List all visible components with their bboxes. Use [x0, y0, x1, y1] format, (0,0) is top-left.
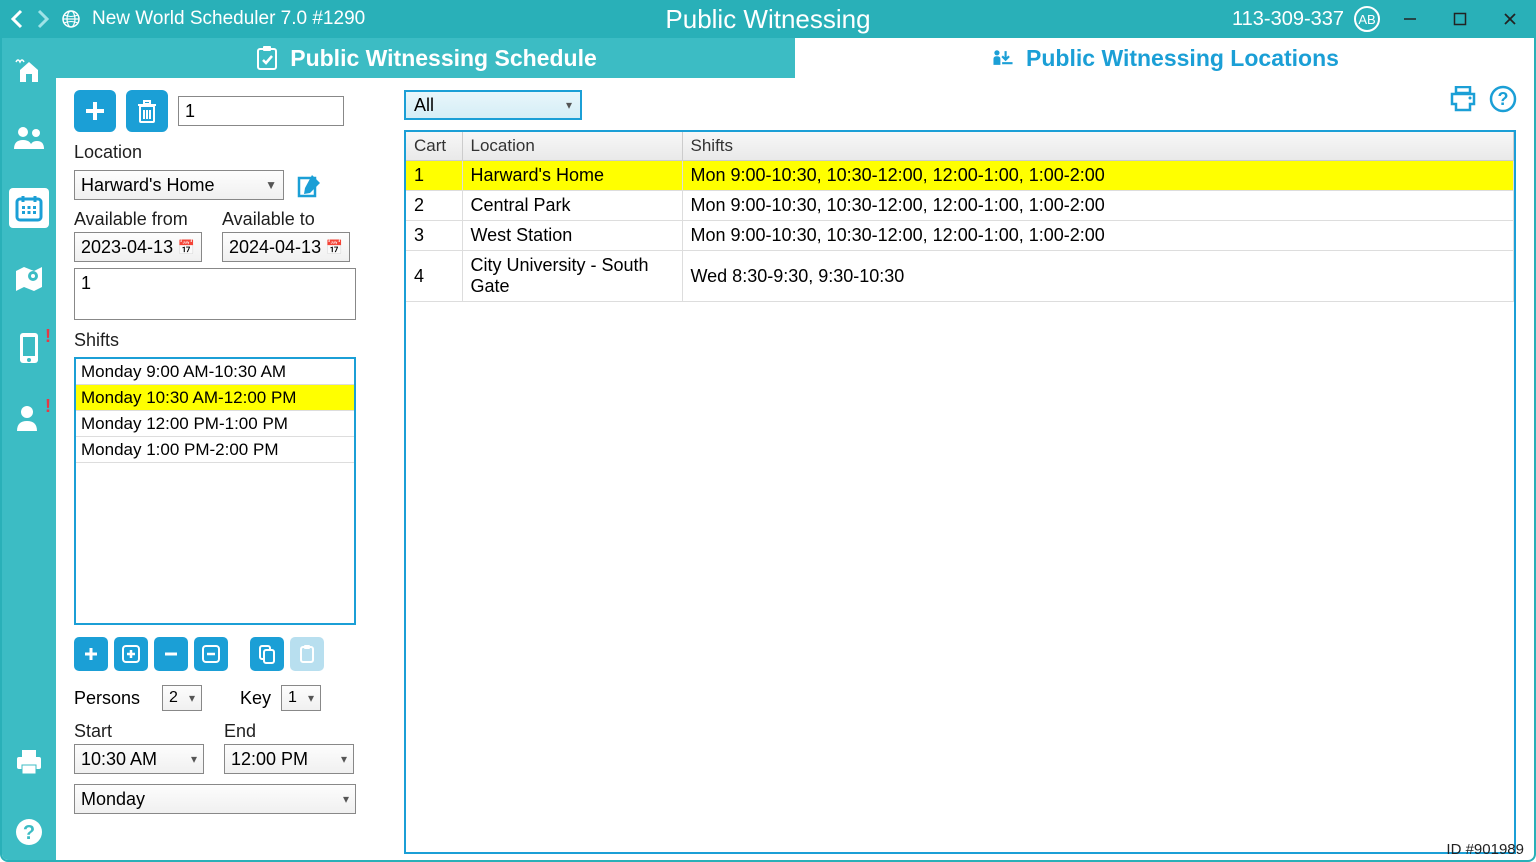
table-row[interactable]: 1Harward's HomeMon 9:00-10:30, 10:30-12:…: [406, 161, 1514, 191]
available-from-input[interactable]: 2023-04-13 📅: [74, 232, 202, 262]
shift-item[interactable]: Monday 12:00 PM-1:00 PM: [76, 411, 354, 437]
rail-help[interactable]: ?: [9, 812, 49, 852]
shift-item[interactable]: Monday 10:30 AM-12:00 PM: [76, 385, 354, 411]
svg-text:?: ?: [23, 822, 35, 844]
chevron-down-icon: ▼: [265, 178, 277, 192]
tab-locations[interactable]: Public Witnessing Locations: [795, 38, 1534, 78]
rail-print[interactable]: [9, 742, 49, 782]
alert-icon: !: [45, 396, 51, 417]
nav-back-button[interactable]: [6, 8, 28, 30]
window-close-button[interactable]: [1490, 4, 1530, 34]
column-header-shifts[interactable]: Shifts: [682, 132, 1514, 161]
shift-add-boxed-button[interactable]: [114, 637, 148, 671]
notes-textarea[interactable]: [74, 268, 356, 320]
column-header-location[interactable]: Location: [462, 132, 682, 161]
rail-calendar[interactable]: [9, 188, 49, 228]
user-badge[interactable]: AB: [1354, 6, 1380, 32]
location-select[interactable]: Harward's Home▼: [74, 170, 284, 200]
chevron-down-icon: ▾: [308, 691, 314, 705]
table-row[interactable]: 2Central ParkMon 9:00-10:30, 10:30-12:00…: [406, 191, 1514, 221]
chevron-down-icon: ▾: [343, 792, 349, 806]
app-title: New World Scheduler 7.0 #1290: [92, 8, 365, 30]
shift-item[interactable]: Monday 1:00 PM-2:00 PM: [76, 437, 354, 463]
add-button[interactable]: [74, 90, 116, 132]
svg-text:?: ?: [1498, 89, 1509, 109]
table-row[interactable]: 4City University - South GateWed 8:30-9:…: [406, 251, 1514, 302]
paste-button[interactable]: [290, 637, 324, 671]
nav-forward-button[interactable]: [32, 8, 54, 30]
table-row[interactable]: 3West StationMon 9:00-10:30, 10:30-12:00…: [406, 221, 1514, 251]
shift-remove-button[interactable]: [154, 637, 188, 671]
shifts-list[interactable]: Monday 9:00 AM-10:30 AMMonday 10:30 AM-1…: [74, 357, 356, 625]
chevron-down-icon: ▾: [191, 752, 197, 766]
chevron-down-icon: ▾: [189, 691, 195, 705]
edit-location-button[interactable]: [294, 169, 326, 201]
persons-select[interactable]: 2▾: [162, 685, 202, 711]
tab-locations-label: Public Witnessing Locations: [1026, 45, 1339, 72]
page-title: Public Witnessing: [665, 4, 870, 35]
print-button[interactable]: [1446, 82, 1480, 116]
people-location-icon: [990, 45, 1016, 71]
tab-schedule[interactable]: Public Witnessing Schedule: [56, 38, 795, 78]
column-header-cart[interactable]: Cart: [406, 132, 462, 161]
calendar-icon: 📅: [326, 239, 343, 256]
copy-button[interactable]: [250, 637, 284, 671]
footer-id: ID #901989: [1446, 841, 1524, 858]
tab-schedule-label: Public Witnessing Schedule: [290, 45, 597, 72]
chevron-down-icon: ▾: [566, 98, 572, 112]
congregation-id: 113-309-337: [1232, 8, 1344, 31]
filter-select[interactable]: All▾: [404, 90, 582, 120]
day-select[interactable]: Monday▾: [74, 784, 356, 814]
tab-strip: Public Witnessing Schedule Public Witnes…: [2, 38, 1534, 78]
shifts-label: Shifts: [74, 330, 374, 351]
key-select[interactable]: 1▾: [281, 685, 321, 711]
locations-grid: Cart Location Shifts 1Harward's HomeMon …: [404, 130, 1516, 854]
data-panel: ? All▾ Cart Location Shifts 1Harward's H…: [404, 90, 1516, 854]
shift-item[interactable]: Monday 9:00 AM-10:30 AM: [76, 359, 354, 385]
start-time-select[interactable]: 10:30 AM▾: [74, 744, 204, 774]
globe-icon: [60, 8, 82, 30]
available-from-label: Available from: [74, 209, 202, 230]
available-to-input[interactable]: 2024-04-13 📅: [222, 232, 350, 262]
rail-home[interactable]: [9, 48, 49, 88]
title-bar: New World Scheduler 7.0 #1290 Public Wit…: [0, 0, 1536, 38]
persons-label: Persons: [74, 688, 152, 709]
window-minimize-button[interactable]: [1390, 4, 1430, 34]
calendar-icon: 📅: [178, 239, 195, 256]
shift-remove-boxed-button[interactable]: [194, 637, 228, 671]
location-label: Location: [74, 142, 374, 163]
delete-button[interactable]: [126, 90, 168, 132]
rail-mobile[interactable]: !: [9, 328, 49, 368]
key-label: Key: [240, 688, 271, 709]
end-label: End: [224, 721, 354, 742]
available-to-label: Available to: [222, 209, 350, 230]
help-button[interactable]: ?: [1486, 82, 1520, 116]
shift-add-button[interactable]: [74, 637, 108, 671]
end-time-select[interactable]: 12:00 PM▾: [224, 744, 354, 774]
rail-user-alert[interactable]: !: [9, 398, 49, 438]
rail-map[interactable]: [9, 258, 49, 298]
clipboard-check-icon: [254, 45, 280, 71]
chevron-down-icon: ▾: [341, 752, 347, 766]
start-label: Start: [74, 721, 204, 742]
side-rail: ! ! ?: [2, 38, 56, 862]
location-form: Location Harward's Home▼ Available from …: [74, 90, 374, 854]
window-maximize-button[interactable]: [1440, 4, 1480, 34]
cart-number-input[interactable]: [178, 96, 344, 126]
rail-people[interactable]: [9, 118, 49, 158]
alert-icon: !: [45, 326, 51, 347]
